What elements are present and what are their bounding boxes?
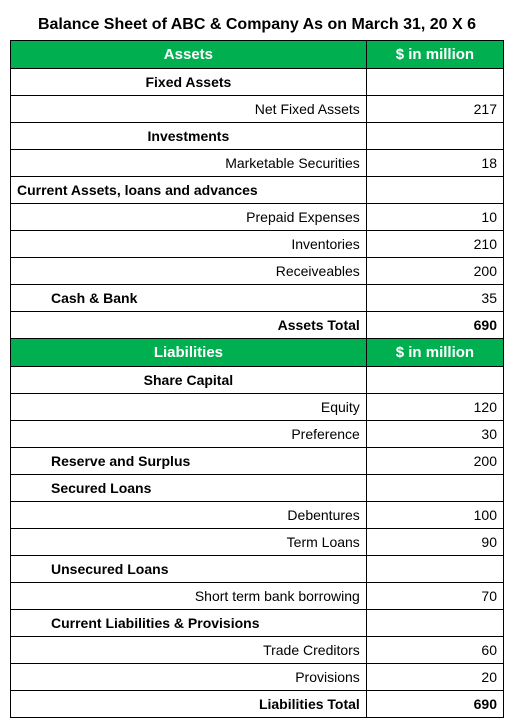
reserve-surplus-row: Reserve and Surplus 200 [11,448,504,475]
current-assets-section: Current Assets, loans and advances [11,177,504,204]
reserve-surplus-value: 200 [366,448,503,475]
inventories-value: 210 [366,231,503,258]
prepaid-expenses-label: Prepaid Expenses [11,204,367,231]
net-fixed-assets-row: Net Fixed Assets 217 [11,96,504,123]
debentures-row: Debentures 100 [11,502,504,529]
receiveables-value: 200 [366,258,503,285]
debentures-value: 100 [366,502,503,529]
unsecured-loans-section: Unsecured Loans [11,556,504,583]
debentures-label: Debentures [11,502,367,529]
preference-label: Preference [11,421,367,448]
equity-label: Equity [11,394,367,421]
receiveables-label: Receiveables [11,258,367,285]
sheet-title: Balance Sheet of ABC & Company As on Mar… [11,10,504,41]
assets-total-value: 690 [366,312,503,339]
fixed-assets-section: Fixed Assets [11,69,504,96]
receiveables-row: Receiveables 200 [11,258,504,285]
provisions-value: 20 [366,664,503,691]
liabilities-header-label: Liabilities [11,339,367,367]
net-fixed-assets-label: Net Fixed Assets [11,96,367,123]
secured-loans-section: Secured Loans [11,475,504,502]
preference-value: 30 [366,421,503,448]
prepaid-expenses-value: 10 [366,204,503,231]
cash-bank-row: Cash & Bank 35 [11,285,504,312]
investments-section: Investments [11,123,504,150]
share-capital-label: Share Capital [11,367,367,394]
term-loans-label: Term Loans [11,529,367,556]
term-loans-value: 90 [366,529,503,556]
fixed-assets-label: Fixed Assets [11,69,367,96]
provisions-label: Provisions [11,664,367,691]
assets-header-label: Assets [11,41,367,69]
provisions-row: Provisions 20 [11,664,504,691]
balance-sheet-table: Balance Sheet of ABC & Company As on Mar… [10,10,504,718]
assets-header-row: Assets $ in million [11,41,504,69]
assets-total-row: Assets Total 690 [11,312,504,339]
assets-total-label: Assets Total [11,312,367,339]
liabilities-total-value: 690 [366,691,503,718]
equity-value: 120 [366,394,503,421]
prepaid-expenses-row: Prepaid Expenses 10 [11,204,504,231]
assets-header-unit: $ in million [366,41,503,69]
secured-loans-label: Secured Loans [11,475,367,502]
share-capital-section: Share Capital [11,367,504,394]
short-term-borrowing-value: 70 [366,583,503,610]
liabilities-header-row: Liabilities $ in million [11,339,504,367]
cash-bank-value: 35 [366,285,503,312]
trade-creditors-row: Trade Creditors 60 [11,637,504,664]
short-term-borrowing-row: Short term bank borrowing 70 [11,583,504,610]
inventories-label: Inventories [11,231,367,258]
liabilities-header-unit: $ in million [366,339,503,367]
inventories-row: Inventories 210 [11,231,504,258]
marketable-securities-label: Marketable Securities [11,150,367,177]
reserve-surplus-label: Reserve and Surplus [11,448,367,475]
preference-row: Preference 30 [11,421,504,448]
short-term-borrowing-label: Short term bank borrowing [11,583,367,610]
term-loans-row: Term Loans 90 [11,529,504,556]
net-fixed-assets-value: 217 [366,96,503,123]
liabilities-total-row: Liabilities Total 690 [11,691,504,718]
current-liabilities-section: Current Liabilities & Provisions [11,610,504,637]
unsecured-loans-label: Unsecured Loans [11,556,367,583]
current-assets-label: Current Assets, loans and advances [11,177,367,204]
trade-creditors-label: Trade Creditors [11,637,367,664]
cash-bank-label: Cash & Bank [11,285,367,312]
equity-row: Equity 120 [11,394,504,421]
liabilities-total-label: Liabilities Total [11,691,367,718]
marketable-securities-value: 18 [366,150,503,177]
trade-creditors-value: 60 [366,637,503,664]
marketable-securities-row: Marketable Securities 18 [11,150,504,177]
investments-label: Investments [11,123,367,150]
current-liabilities-label: Current Liabilities & Provisions [11,610,367,637]
